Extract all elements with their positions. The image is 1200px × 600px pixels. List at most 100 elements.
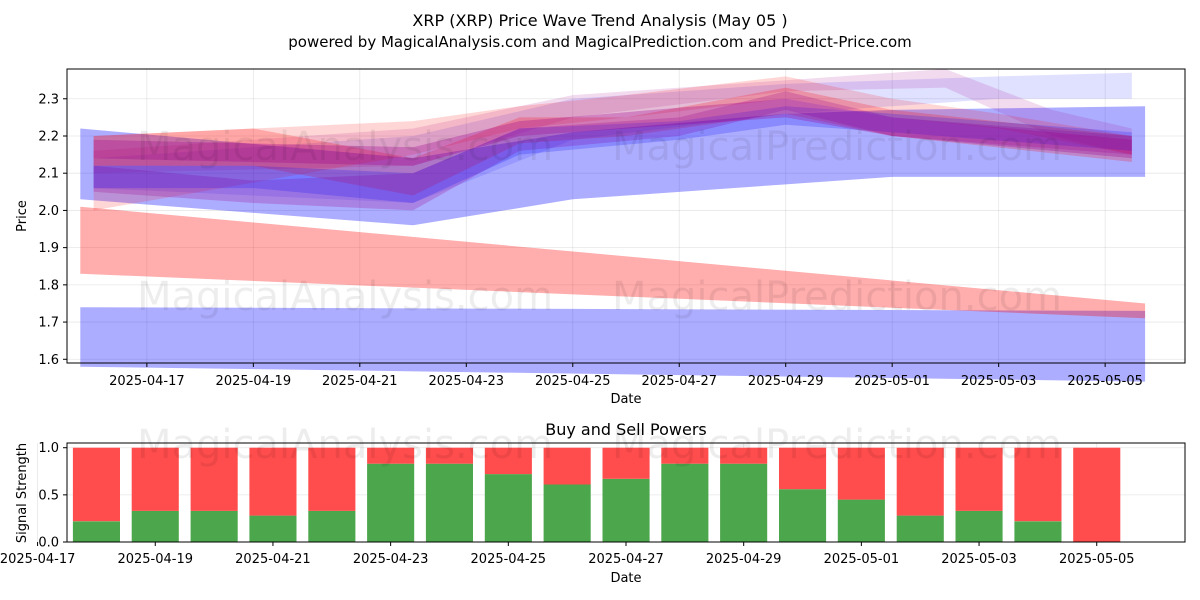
price-x-tick-label: 2025-04-17	[109, 374, 185, 389]
price-y-tick-label: 2.0	[38, 204, 59, 219]
watermark-analysis-bottom: MagicalAnalysis.com	[137, 422, 553, 468]
watermark-prediction-bottom: MagicalPrediction.com	[612, 422, 1062, 468]
price-y-tick-label: 2.3	[38, 92, 59, 107]
wave-band-blue-3	[80, 106, 1146, 226]
price-bands	[80, 69, 1146, 382]
wave-band-purple-5	[93, 69, 1132, 174]
price-x-tick-label: 2025-04-19	[216, 374, 292, 389]
sell-bar	[425, 447, 473, 464]
buy-bar	[1014, 521, 1062, 542]
sell-bar	[779, 447, 827, 490]
buy-sell-x-tick-label: 2025-04-17	[0, 552, 75, 567]
price-x-tick-label: 2025-04-23	[429, 374, 505, 389]
price-y-tick-label: 1.8	[38, 278, 59, 293]
price-x-tick-label: 2025-05-05	[1067, 374, 1143, 389]
price-grid	[67, 69, 1185, 363]
buy-bar	[249, 515, 297, 542]
watermark-analysis-mid: MagicalAnalysis.com	[137, 274, 553, 320]
price-y-tick-label: 2.1	[38, 167, 59, 182]
price-x-tick-label: 2025-05-03	[961, 374, 1037, 389]
wave-band-red-6	[93, 76, 1132, 211]
price-y-ticks: 1.6 1.7 1.8 1.9 2.0 2.1 2.2 2.3	[38, 92, 67, 368]
price-wave-chart: MagicalAnalysis.com MagicalPrediction.co…	[15, 68, 1186, 407]
sell-bar	[1073, 447, 1121, 542]
price-x-label: Date	[610, 392, 641, 407]
buy-sell-title: Buy and Sell Powers	[545, 420, 707, 439]
wave-band-blue-9	[93, 106, 1132, 203]
buy-sell-x-tick-label: 2025-04-29	[706, 552, 782, 567]
buy-bar	[720, 463, 768, 542]
sell-bar	[484, 447, 532, 475]
buy-sell-bars	[72, 447, 1121, 542]
sell-bar	[720, 447, 768, 464]
buy-sell-x-tick-label: 2025-04-21	[235, 552, 311, 567]
watermark-analysis-top: MagicalAnalysis.com	[137, 124, 553, 170]
buy-sell-x-tick-label: 2025-05-03	[941, 552, 1017, 567]
buy-bar	[896, 515, 944, 542]
sell-bar	[602, 447, 650, 479]
price-y-tick-label: 1.9	[38, 241, 59, 256]
sell-bar	[72, 447, 120, 522]
watermark-prediction-top: MagicalPrediction.com	[612, 124, 1062, 170]
buy-sell-x-tick-label: 2025-04-25	[471, 552, 547, 567]
buy-sell-x-ticks: 2025-04-17 2025-04-19 2025-04-21 2025-04-23…	[0, 542, 1135, 567]
buy-sell-x-tick-label: 2025-05-05	[1059, 552, 1135, 567]
price-x-tick-label: 2025-04-25	[535, 374, 611, 389]
sell-bar	[190, 447, 238, 511]
buy-sell-y-tick-label: 1.0	[38, 441, 59, 456]
price-x-tick-label: 2025-04-21	[322, 374, 398, 389]
sell-bar	[249, 447, 297, 516]
wave-band-blue-4	[93, 72, 1132, 203]
price-x-tick-label: 2025-04-29	[748, 374, 824, 389]
buy-bar	[367, 463, 415, 542]
sell-bar	[131, 447, 179, 511]
buy-sell-x-label: Date	[610, 571, 641, 586]
buy-bar	[661, 463, 709, 542]
buy-bar	[484, 474, 532, 542]
price-plot-frame	[66, 68, 1186, 364]
buy-bar	[602, 478, 650, 542]
sell-bar	[837, 447, 885, 500]
price-y-tick-label: 2.2	[38, 129, 59, 144]
buy-bar	[779, 489, 827, 542]
buy-sell-x-tick-label: 2025-04-19	[117, 552, 193, 567]
price-y-tick-label: 1.7	[38, 316, 59, 331]
buy-sell-y-tick-label: 0.0	[38, 536, 59, 551]
price-y-tick-label: 1.6	[38, 353, 59, 368]
sell-bar	[1014, 447, 1062, 522]
buy-sell-x-tick-label: 2025-04-23	[353, 552, 429, 567]
price-y-label: Price	[15, 200, 30, 232]
sell-bar	[955, 447, 1003, 511]
wave-band-red-7	[93, 87, 1132, 196]
wave-band-red-2	[80, 206, 1146, 319]
buy-sell-x-tick-label: 2025-05-01	[824, 552, 900, 567]
buy-sell-chart: Buy and Sell Powers MagicalAnalysis.com …	[0, 420, 1186, 586]
buy-bar	[72, 521, 120, 542]
buy-bar	[425, 463, 473, 542]
buy-bar	[837, 499, 885, 542]
sell-bar	[308, 447, 356, 511]
buy-sell-x-tick-label: 2025-04-27	[588, 552, 664, 567]
watermark-prediction-mid: MagicalPrediction.com	[612, 274, 1062, 320]
buy-bar	[190, 510, 238, 542]
buy-sell-y-tick-label: 0.5	[38, 488, 59, 503]
sell-bar	[661, 447, 709, 464]
price-x-tick-label: 2025-04-27	[641, 374, 717, 389]
buy-bar	[308, 510, 356, 542]
price-x-tick-label: 2025-05-01	[854, 374, 930, 389]
sell-bar	[367, 447, 415, 464]
price-x-ticks: 2025-04-17 2025-04-19 2025-04-21 2025-04-23…	[109, 363, 1143, 389]
buy-sell-y-label: Signal Strength	[15, 443, 30, 543]
sell-bar	[543, 447, 591, 485]
buy-sell-y-ticks: 0.0 0.5 1.0	[38, 441, 67, 551]
buy-bar	[543, 484, 591, 542]
figure-title: XRP (XRP) Price Wave Trend Analysis (May…	[412, 11, 787, 30]
wave-band-purple-10	[93, 98, 1132, 166]
wave-band-purple-8	[93, 91, 1132, 211]
sell-bar	[896, 447, 944, 516]
figure-subtitle: powered by MagicalAnalysis.com and Magic…	[288, 33, 912, 51]
buy-bar	[131, 510, 179, 542]
buy-bar	[955, 510, 1003, 542]
